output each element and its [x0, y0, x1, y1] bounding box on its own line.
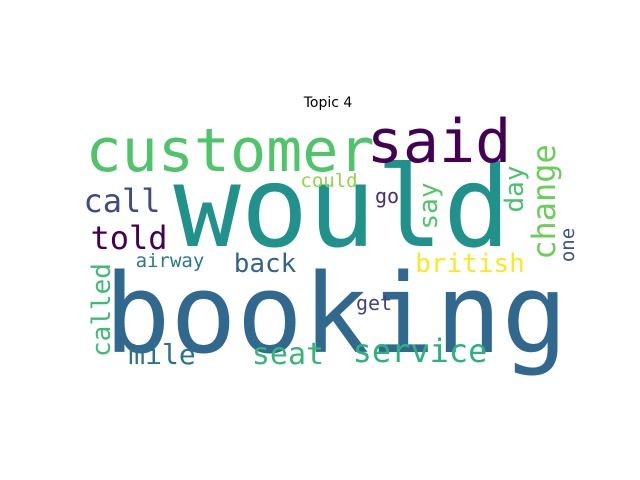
word-british: british [415, 249, 525, 279]
word-seat: seat [252, 337, 324, 372]
plot-title: Topic 4 [303, 95, 353, 111]
word-call: call [83, 182, 160, 220]
word-airway: airway [136, 250, 205, 272]
word-mile: mile [128, 338, 195, 371]
word-could: could [300, 170, 357, 192]
word-told: told [90, 219, 167, 257]
word-get: get [356, 291, 392, 315]
word-called: called [87, 263, 117, 357]
word-go: go [375, 184, 399, 208]
word-said: said [367, 107, 512, 177]
word-customer: customer [86, 116, 375, 186]
word-change: change [525, 144, 563, 260]
word-booking: booking [104, 250, 568, 378]
word-back: back [234, 249, 297, 279]
word-service: service [353, 332, 488, 370]
word-say: say [414, 183, 444, 230]
word-day: day [500, 166, 530, 213]
word-one: one [557, 228, 579, 262]
word-would: would [173, 143, 510, 273]
